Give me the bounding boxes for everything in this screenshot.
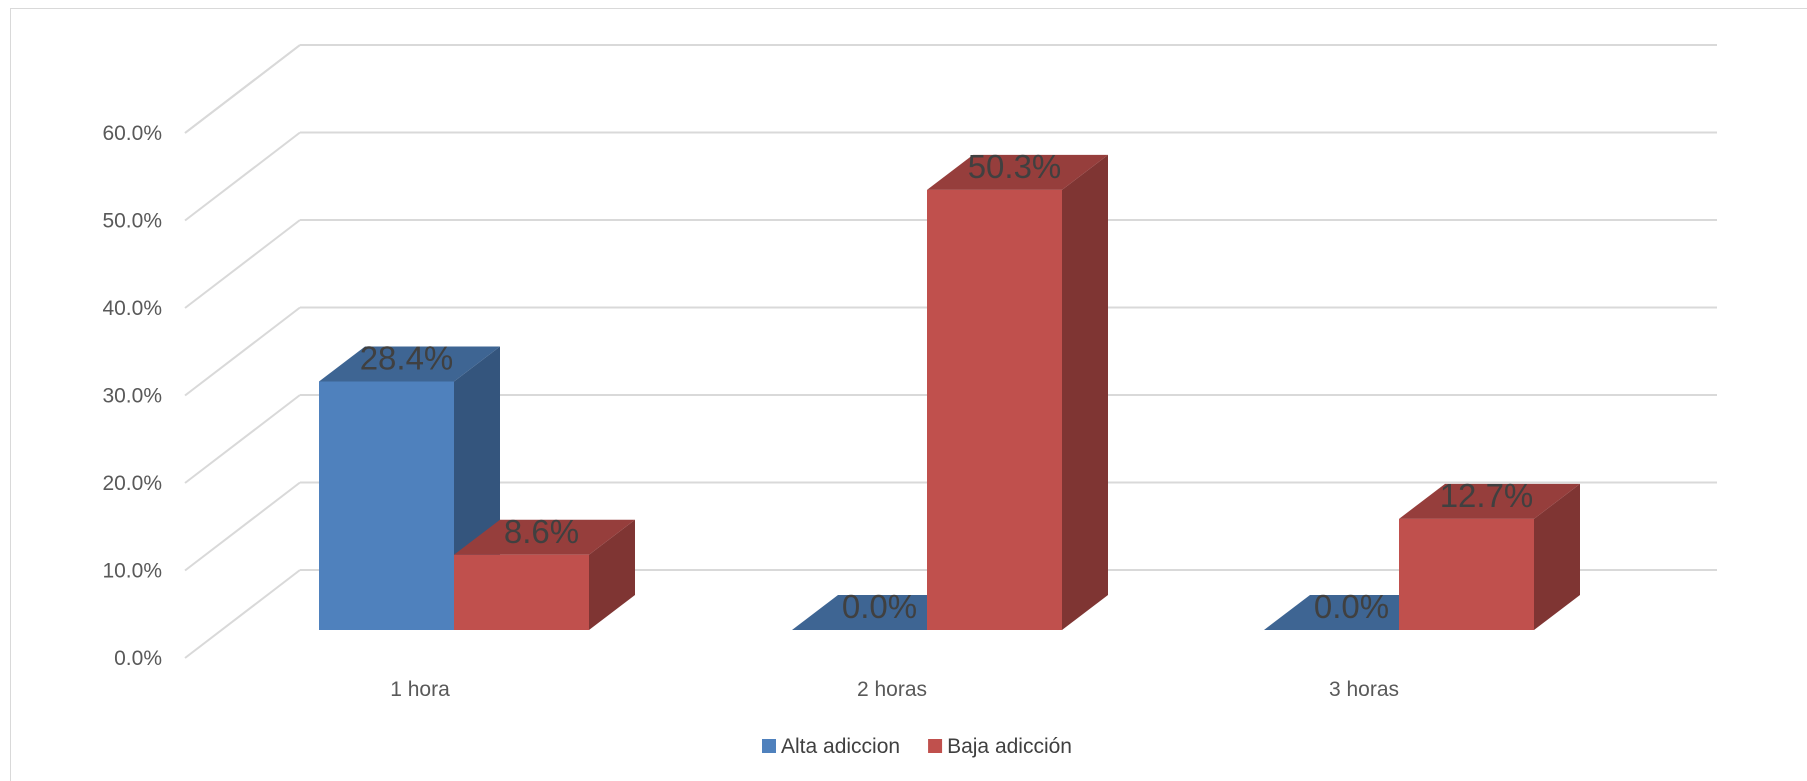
bar-baja-3 [1399,483,1580,630]
data-labels: 28.4% 8.6% 0.0% 50.3% 0.0% 12.7% [360,148,1534,625]
data-label: 28.4% [360,340,454,377]
bar-baja-1 [454,519,635,630]
y-tick-label: 30.0% [102,385,162,408]
x-axis-ticks: 1 hora 2 horas 3 horas [390,678,1399,701]
bar-top-face [319,346,500,382]
bar-top-face [454,519,635,555]
y-tick-label: 60.0% [102,122,162,145]
data-label: 50.3% [968,148,1062,185]
bar-side-face [1534,483,1580,630]
data-label: 0.0% [1314,588,1389,625]
gridline-diagonal [184,306,301,397]
legend-label: Alta adiccion [781,735,900,758]
y-axis-ticks: 0.0% 10.0% 20.0% 30.0% 40.0% 50.0% 60.0% [102,122,162,670]
legend-swatch [762,739,776,753]
x-tick-label: 3 horas [1329,678,1399,701]
bar-side-face [589,519,635,630]
legend-item: Alta adiccion [762,735,900,758]
x-tick-label: 1 hora [390,678,450,701]
legend: Alta adiccion Baja adicción [762,735,1072,758]
bar-top-face [1399,483,1580,519]
data-label: 0.0% [842,588,917,625]
bar-baja-2 [927,154,1108,630]
bar-front-face [454,554,589,630]
y-tick-label: 0.0% [114,647,162,670]
chart-frame [10,8,1807,781]
gridline-diagonal [184,394,301,484]
bars [319,154,1580,630]
data-label: 12.7% [1440,477,1534,514]
gridline-diagonal [184,44,301,134]
gridline-diagonal [184,131,301,222]
y-tick-label: 20.0% [102,472,162,495]
y-tick-label: 40.0% [102,297,162,320]
gridline-diagonal [184,481,301,572]
bar-front-face [1399,518,1534,630]
legend-label: Baja adicción [947,735,1072,758]
legend-swatch [928,739,943,753]
legend-item: Baja adicción [928,735,1072,758]
bar-top-face [927,154,1108,190]
bar-side-face [1062,154,1108,630]
data-label: 8.6% [504,513,579,550]
bar-front-face [927,189,1062,630]
gridline-diagonal [184,569,301,659]
y-tick-label: 50.0% [102,210,162,233]
bar-front-face [319,381,454,630]
y-tick-label: 10.0% [102,560,162,583]
x-tick-label: 2 horas [857,678,927,701]
gridline-diagonal [184,219,301,309]
